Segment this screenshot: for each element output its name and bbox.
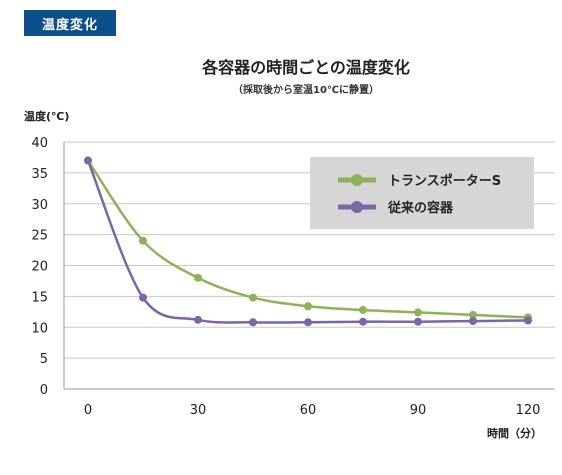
- data-point-0-5: [359, 305, 367, 314]
- x-tick-label: 60: [300, 403, 317, 418]
- legend: トランスポーターS 従来の容器: [310, 157, 534, 229]
- data-point-1-4: [304, 318, 312, 327]
- x-tick-label: 0: [84, 403, 92, 418]
- data-point-0-1: [139, 236, 147, 245]
- data-point-0-4: [304, 302, 312, 311]
- data-point-1-2: [194, 315, 202, 324]
- legend-marker-0: [351, 174, 363, 186]
- y-tick-label: 5: [40, 352, 48, 367]
- legend-marker-1: [351, 201, 363, 213]
- x-axis-title: 時間（分）: [487, 426, 542, 440]
- legend-label-1: 従来の容器: [387, 200, 454, 216]
- x-tick-label: 90: [410, 403, 427, 418]
- data-point-1-5: [359, 317, 367, 326]
- y-tick-label: 0: [40, 383, 48, 398]
- data-point-0-6: [414, 308, 422, 317]
- data-point-1-7: [469, 317, 477, 326]
- data-point-0-2: [194, 273, 202, 282]
- legend-box: [310, 157, 534, 229]
- x-tick-label: 120: [516, 403, 541, 418]
- y-tick-label: 40: [31, 136, 48, 151]
- legend-label-0: トランスポーターS: [388, 173, 501, 189]
- y-tick-label: 25: [31, 229, 48, 244]
- y-tick-label: 15: [31, 290, 48, 305]
- data-point-1-1: [139, 293, 147, 302]
- y-tick-label: 35: [31, 167, 48, 182]
- data-point-1-8: [524, 316, 532, 325]
- data-point-0-7: [469, 310, 477, 319]
- x-tick-label: 30: [190, 403, 207, 418]
- chart-title: 各容器の時間ごとの温度変化: [201, 58, 410, 77]
- section-badge: 温度変化: [24, 10, 116, 36]
- y-tick-label: 30: [31, 198, 48, 213]
- data-point-0-3: [249, 293, 257, 302]
- chart-subtitle: （採取後から室温10℃に静置）: [233, 83, 379, 96]
- data-point-1-0: [84, 156, 92, 165]
- data-point-1-3: [249, 318, 257, 327]
- y-tick-label: 20: [31, 260, 48, 275]
- y-axis-title: 温度(℃): [24, 109, 69, 123]
- data-point-1-6: [414, 317, 422, 326]
- y-tick-label: 10: [31, 321, 48, 336]
